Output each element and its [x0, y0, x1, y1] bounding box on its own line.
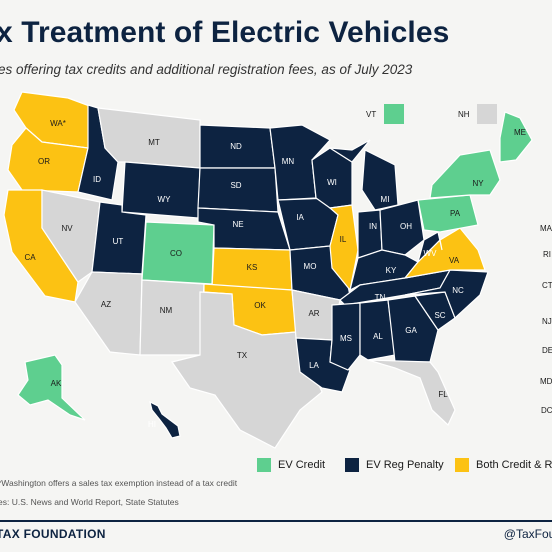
label-NV: NV — [61, 224, 73, 233]
label-TX: TX — [237, 351, 248, 360]
label-MD: MD — [540, 377, 552, 386]
state-FL — [367, 359, 456, 427]
label-KY: KY — [386, 266, 397, 275]
label-OK: OK — [254, 301, 266, 310]
legend-label-ev-credit: EV Credit — [278, 459, 326, 471]
label-NY: NY — [472, 179, 484, 188]
label-KS: KS — [247, 263, 258, 272]
state-NM — [139, 279, 205, 356]
label-AZ: AZ — [101, 300, 111, 309]
label-VT: VT — [366, 110, 377, 119]
label-FL: FL — [438, 390, 448, 399]
label-ID: ID — [93, 175, 101, 184]
state-WY — [121, 161, 201, 219]
label-AR: AR — [308, 309, 319, 318]
swatch-NH — [477, 104, 497, 124]
state-ME — [499, 111, 533, 163]
legend-swatch-ev-reg-penalty — [345, 458, 359, 472]
label-OH: OH — [400, 222, 412, 231]
state-VA — [403, 227, 486, 279]
label-GA: GA — [405, 326, 417, 335]
label-NC: NC — [452, 286, 464, 295]
label-MI: MI — [381, 195, 390, 204]
label-IL: IL — [340, 235, 347, 244]
brand-logo-text: TAX FOUNDATION — [0, 527, 106, 541]
label-NM: NM — [160, 306, 173, 315]
legend-ev-reg-penalty: EV Reg Penalty — [345, 458, 444, 472]
page-title: x Treatment of Electric Vehicles — [0, 16, 450, 49]
label-HI: HI — [148, 420, 156, 429]
label-MN: MN — [282, 157, 295, 166]
page-subtitle: es offering tax credits and additional r… — [0, 62, 413, 77]
label-MS: MS — [340, 334, 352, 343]
label-ME: ME — [514, 128, 526, 137]
state-OH — [379, 199, 425, 256]
legend-label-both: Both Credit & R — [476, 459, 552, 471]
label-RI: RI — [543, 250, 551, 259]
label-NJ: NJ — [542, 317, 552, 326]
sources-note: es: U.S. News and World Report, State St… — [0, 497, 179, 507]
state-OR — [7, 127, 89, 193]
legend-swatch-ev-credit — [257, 458, 271, 472]
state-NY — [429, 149, 501, 199]
label-TN: TN — [375, 293, 386, 302]
label-CT: CT — [542, 281, 552, 290]
label-WV: WV — [424, 249, 438, 258]
label-LA: LA — [309, 361, 319, 370]
legend-swatch-both — [455, 458, 469, 472]
state-WV — [416, 231, 443, 265]
label-AL: AL — [373, 332, 383, 341]
footer-divider — [0, 520, 552, 522]
state-TX — [171, 291, 323, 449]
state-AK — [17, 354, 86, 421]
state-NC — [404, 269, 489, 320]
label-ND: ND — [230, 142, 242, 151]
state-labels: WA* OR CA ID NV MT WY UT AZ CO NM ND SD … — [24, 119, 526, 429]
label-WA: WA* — [50, 119, 66, 128]
label-WI: WI — [327, 178, 337, 187]
label-CA: CA — [24, 253, 36, 262]
label-OR: OR — [38, 157, 50, 166]
label-SC: SC — [434, 311, 445, 320]
state-PA — [417, 194, 479, 233]
label-WY: WY — [158, 195, 172, 204]
label-PA: PA — [450, 209, 461, 218]
label-NH: NH — [458, 110, 470, 119]
label-VA: VA — [449, 256, 460, 265]
state-IL — [328, 204, 359, 292]
state-MI — [329, 139, 399, 211]
state-AZ — [74, 271, 143, 356]
state-HI — [149, 400, 181, 439]
label-DE: DE — [542, 346, 552, 355]
label-UT: UT — [113, 237, 124, 246]
label-MT: MT — [148, 138, 160, 147]
label-CO: CO — [170, 249, 182, 258]
legend-label-ev-reg-penalty: EV Reg Penalty — [366, 459, 444, 471]
social-handle: @TaxFoun — [503, 527, 552, 541]
legend-ev-credit: EV Credit — [257, 458, 325, 472]
label-IA: IA — [296, 213, 304, 222]
label-NE: NE — [232, 220, 243, 229]
legend-both: Both Credit & R — [455, 458, 552, 472]
label-AK: AK — [51, 379, 62, 388]
footnote: *Washington offers a sales tax exemption… — [0, 478, 238, 488]
state-NV — [41, 189, 101, 283]
label-MA: MA — [540, 224, 552, 233]
state-AL — [359, 299, 396, 361]
swatch-VT — [384, 104, 404, 124]
label-MO: MO — [304, 262, 317, 271]
label-SD: SD — [230, 181, 241, 190]
label-DC: DC — [541, 406, 552, 415]
label-IN: IN — [369, 222, 377, 231]
